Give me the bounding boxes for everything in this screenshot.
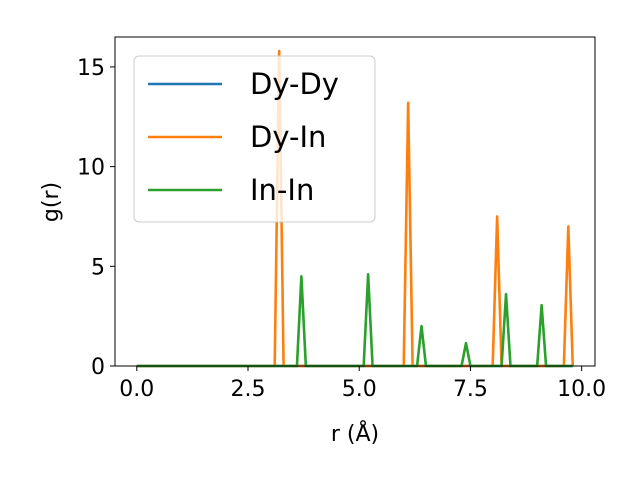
x-tick-label: 10.0	[557, 377, 606, 402]
legend: Dy-Dy Dy-In In-In	[133, 55, 376, 223]
y-tick-label: 15	[77, 56, 105, 81]
legend-label: In-In	[250, 173, 314, 207]
x-tick-label: 7.5	[453, 377, 488, 402]
plot-frame	[114, 36, 596, 367]
x-tick-label: 5.0	[342, 377, 377, 402]
x-axis-label: r (Å)	[331, 420, 379, 447]
legend-label: Dy-Dy	[250, 67, 339, 101]
y-axis-label: g(r)	[39, 182, 64, 222]
x-tick-label: 2.5	[231, 377, 266, 402]
series-line-in-in	[136, 272, 573, 368]
x-tick-label: 0.0	[119, 377, 154, 402]
legend-box	[133, 55, 376, 223]
y-tick-label: 5	[91, 255, 105, 280]
legend-label: Dy-In	[250, 120, 326, 154]
y-tick-label: 10	[77, 156, 105, 181]
y-tick-label: 0	[91, 355, 105, 380]
